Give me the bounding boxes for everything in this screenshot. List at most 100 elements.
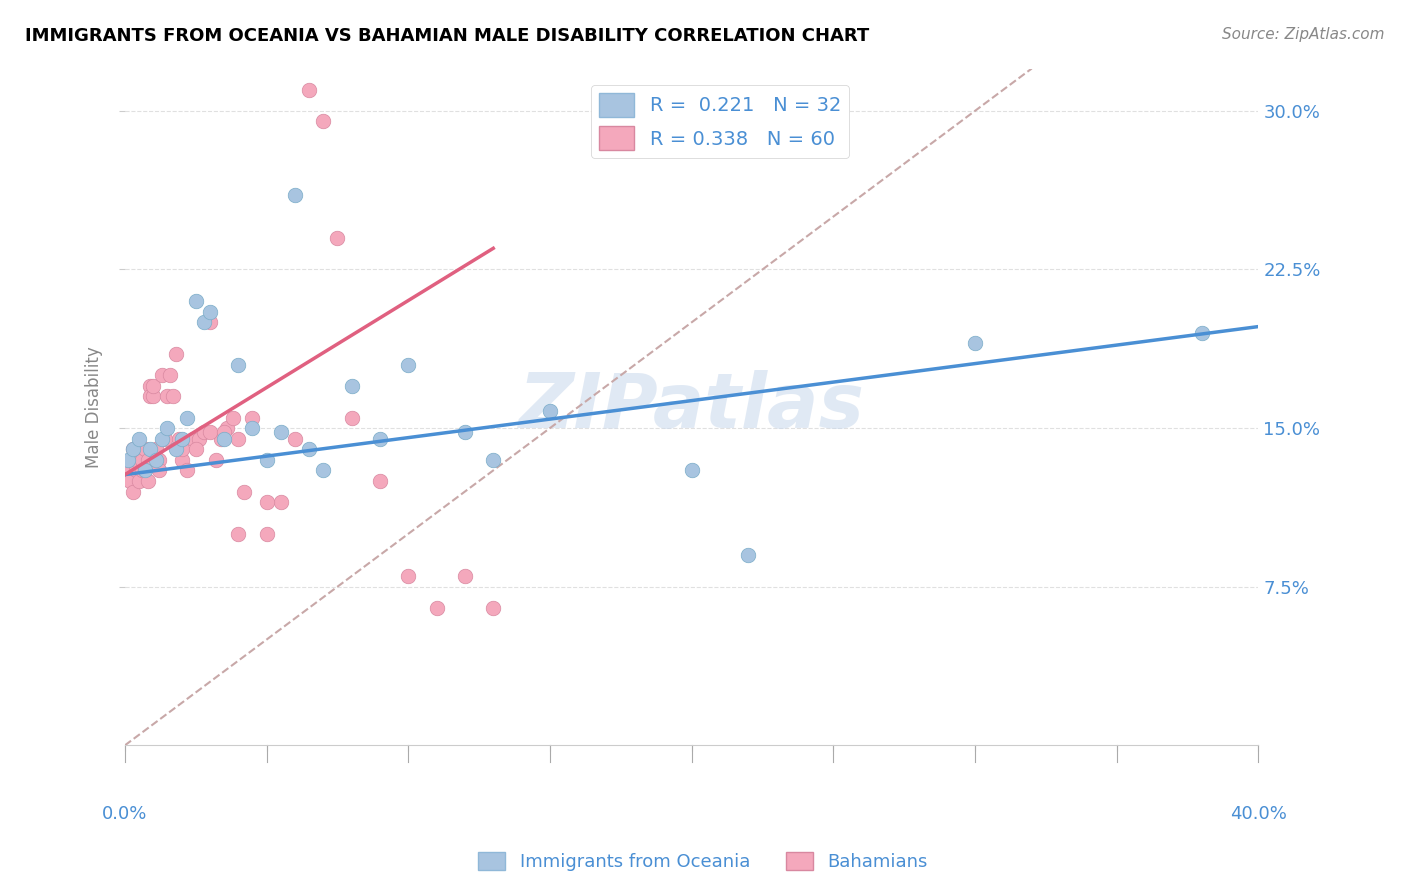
- Point: [139, 389, 162, 403]
- Point: [963, 336, 986, 351]
- Point: [1191, 326, 1213, 340]
- Point: [134, 463, 156, 477]
- Point: [148, 453, 170, 467]
- Point: [117, 453, 139, 467]
- Point: [176, 463, 198, 477]
- Point: [232, 484, 254, 499]
- Point: [159, 368, 181, 383]
- Point: [117, 463, 139, 477]
- Point: [122, 442, 145, 457]
- Point: [340, 379, 363, 393]
- Point: [538, 404, 561, 418]
- Point: [482, 600, 505, 615]
- Point: [221, 410, 243, 425]
- Point: [145, 442, 167, 457]
- Point: [156, 421, 179, 435]
- Point: [128, 432, 150, 446]
- Point: [134, 442, 156, 457]
- Point: [193, 425, 215, 440]
- Point: [122, 442, 145, 457]
- Point: [120, 474, 142, 488]
- Point: [454, 425, 477, 440]
- Text: 40.0%: 40.0%: [1230, 805, 1286, 822]
- Point: [184, 294, 207, 309]
- Point: [170, 432, 193, 446]
- Point: [153, 432, 176, 446]
- Point: [298, 442, 321, 457]
- Point: [368, 474, 391, 488]
- Point: [150, 368, 173, 383]
- Point: [136, 474, 159, 488]
- Point: [165, 442, 187, 457]
- Point: [131, 463, 153, 477]
- Point: [396, 569, 419, 583]
- Point: [198, 305, 221, 319]
- Point: [122, 484, 145, 499]
- Point: [240, 410, 263, 425]
- Point: [454, 569, 477, 583]
- Point: [240, 421, 263, 435]
- Point: [284, 432, 307, 446]
- Point: [198, 315, 221, 329]
- Point: [134, 463, 156, 477]
- Point: [193, 315, 215, 329]
- Point: [162, 389, 184, 403]
- Point: [204, 453, 226, 467]
- Point: [312, 114, 335, 128]
- Point: [131, 453, 153, 467]
- Point: [284, 188, 307, 202]
- Legend: Immigrants from Oceania, Bahamians: Immigrants from Oceania, Bahamians: [471, 845, 935, 879]
- Point: [215, 421, 238, 435]
- Point: [681, 463, 703, 477]
- Text: IMMIGRANTS FROM OCEANIA VS BAHAMIAN MALE DISABILITY CORRELATION CHART: IMMIGRANTS FROM OCEANIA VS BAHAMIAN MALE…: [25, 27, 869, 45]
- Point: [209, 432, 232, 446]
- Point: [128, 474, 150, 488]
- Point: [270, 425, 292, 440]
- Point: [212, 432, 235, 446]
- Point: [298, 83, 321, 97]
- Point: [128, 442, 150, 457]
- Point: [148, 463, 170, 477]
- Point: [156, 389, 179, 403]
- Point: [125, 453, 148, 467]
- Legend: R =  0.221   N = 32, R = 0.338   N = 60: R = 0.221 N = 32, R = 0.338 N = 60: [592, 85, 849, 158]
- Point: [139, 379, 162, 393]
- Text: 0.0%: 0.0%: [103, 805, 148, 822]
- Point: [150, 432, 173, 446]
- Point: [256, 495, 278, 509]
- Point: [226, 432, 249, 446]
- Point: [198, 425, 221, 440]
- Point: [212, 425, 235, 440]
- Point: [170, 442, 193, 457]
- Point: [184, 442, 207, 457]
- Point: [139, 442, 162, 457]
- Point: [368, 432, 391, 446]
- Point: [167, 432, 190, 446]
- Point: [170, 453, 193, 467]
- Text: Source: ZipAtlas.com: Source: ZipAtlas.com: [1222, 27, 1385, 42]
- Point: [326, 231, 349, 245]
- Point: [176, 410, 198, 425]
- Point: [270, 495, 292, 509]
- Point: [136, 453, 159, 467]
- Point: [482, 453, 505, 467]
- Text: ZIPatlas: ZIPatlas: [519, 370, 865, 444]
- Point: [120, 453, 142, 467]
- Point: [256, 527, 278, 541]
- Point: [312, 463, 335, 477]
- Point: [226, 527, 249, 541]
- Point: [226, 358, 249, 372]
- Point: [426, 600, 449, 615]
- Y-axis label: Male Disability: Male Disability: [86, 346, 103, 467]
- Point: [396, 358, 419, 372]
- Point: [256, 453, 278, 467]
- Point: [340, 410, 363, 425]
- Point: [142, 389, 165, 403]
- Point: [142, 379, 165, 393]
- Point: [125, 463, 148, 477]
- Point: [165, 347, 187, 361]
- Point: [181, 432, 204, 446]
- Point: [145, 453, 167, 467]
- Point: [737, 548, 759, 562]
- Point: [187, 432, 209, 446]
